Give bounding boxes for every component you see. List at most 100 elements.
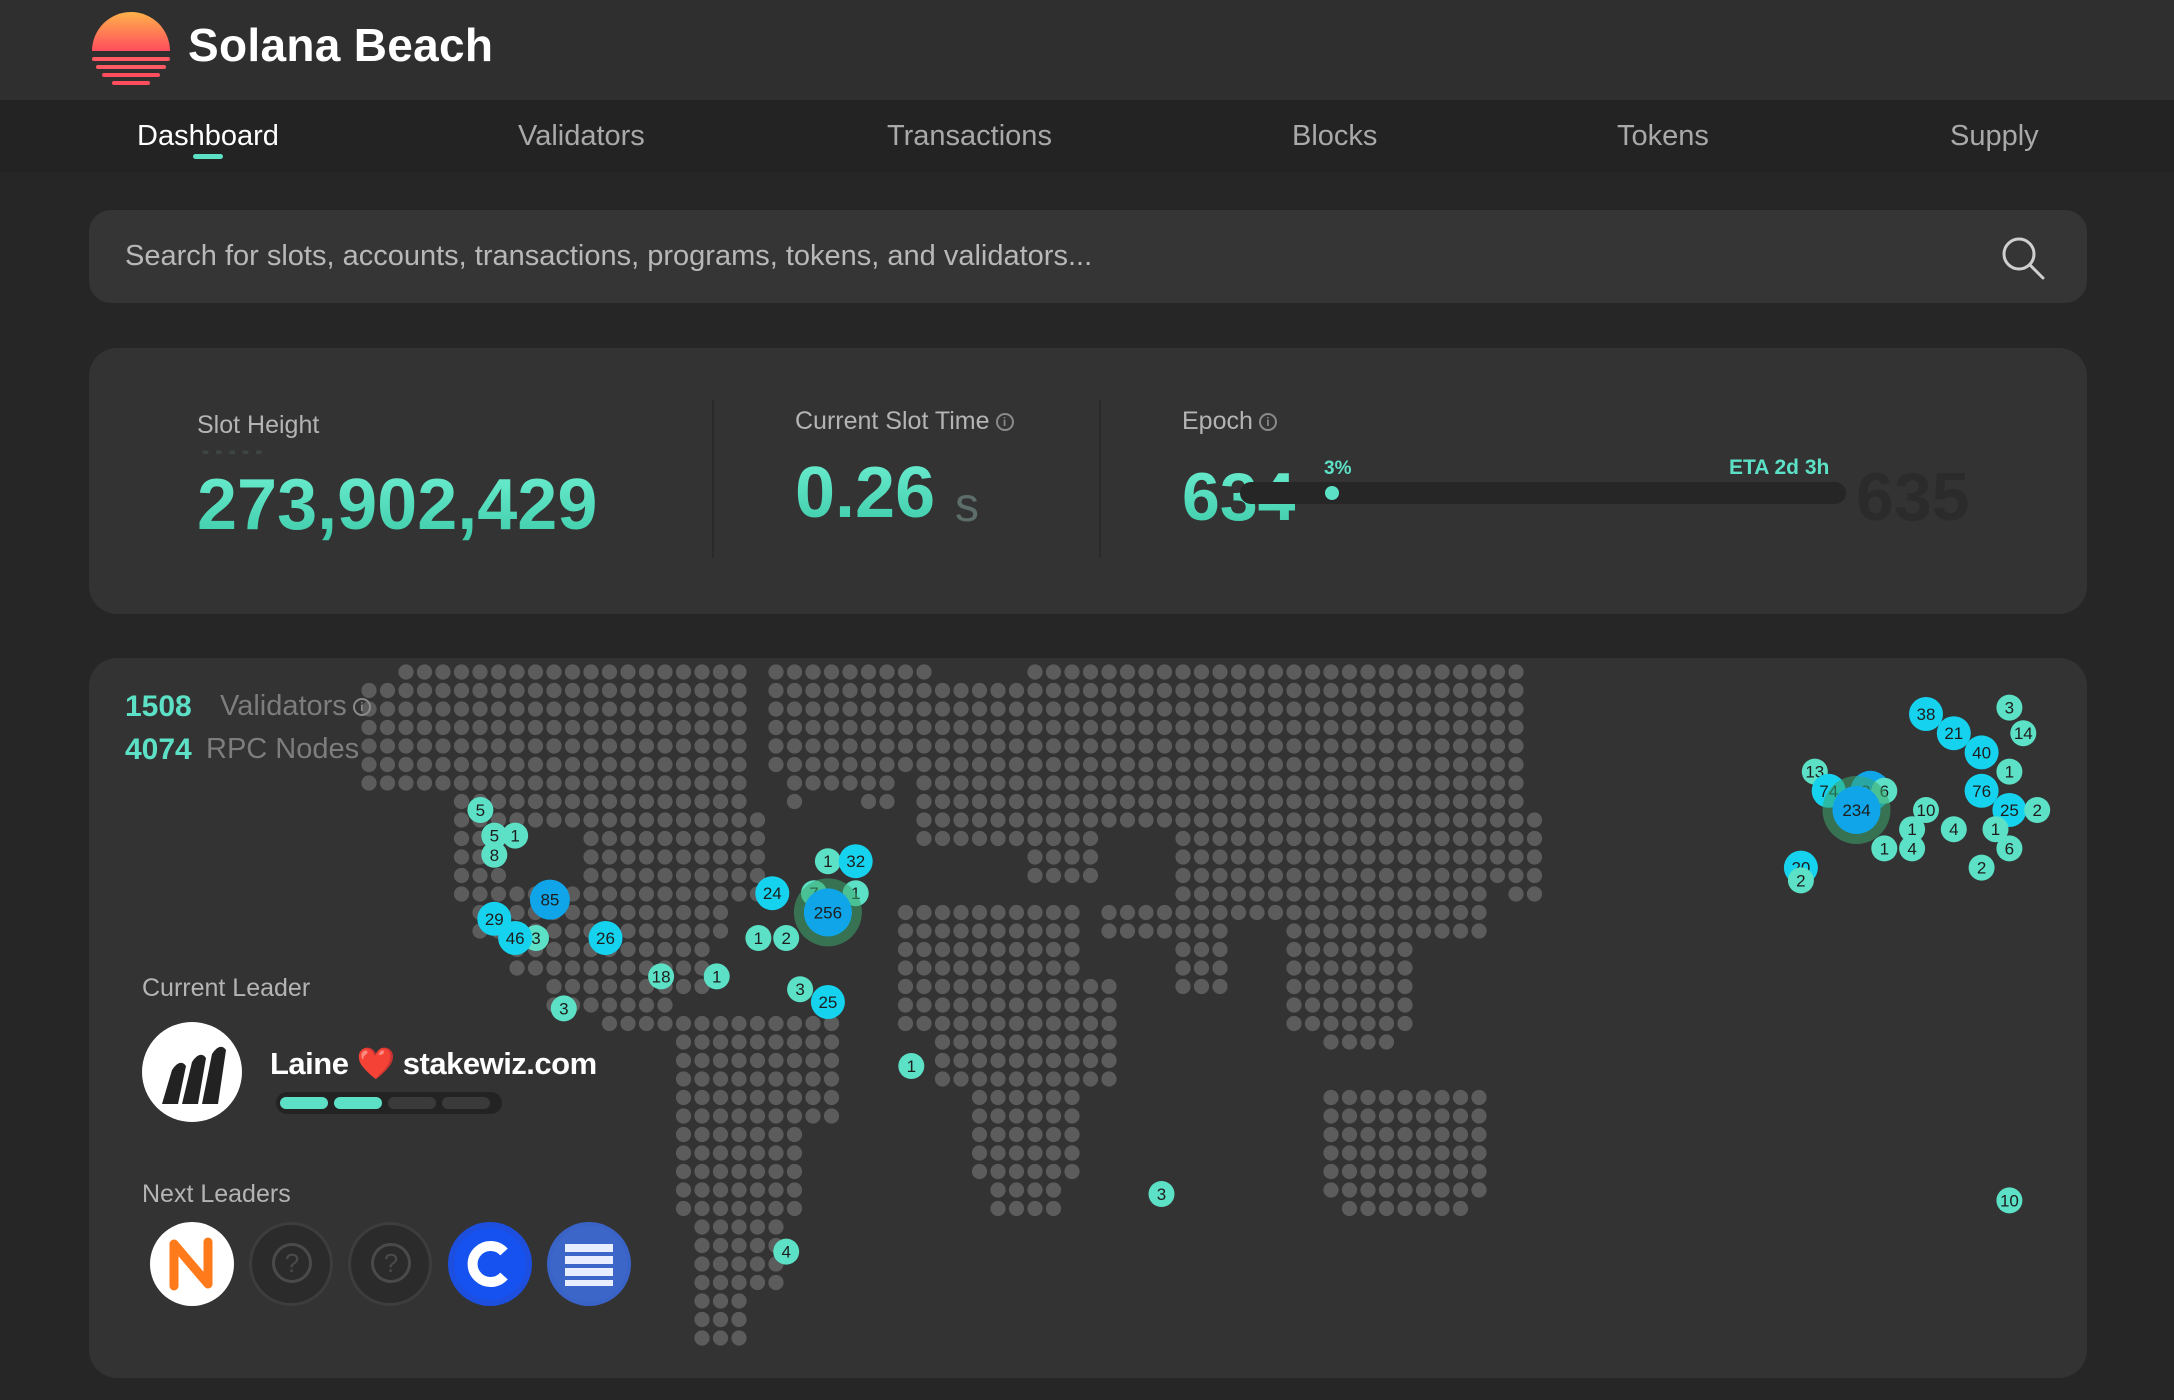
map-dot	[731, 886, 747, 902]
map-dot	[1452, 812, 1469, 828]
map-dot	[897, 664, 914, 680]
map-dot	[1286, 812, 1302, 828]
map-dot	[1323, 923, 1339, 939]
next-leader-avatar[interactable]	[150, 1222, 234, 1306]
solana-beach-logo[interactable]	[90, 11, 172, 89]
map-dot	[1397, 1145, 1413, 1161]
validator-cluster-marker[interactable]: 1	[745, 925, 772, 951]
validator-cluster-marker[interactable]: 38	[1909, 697, 1943, 731]
map-dot	[1286, 867, 1302, 884]
info-icon[interactable]: i	[1258, 413, 1277, 432]
map-dot	[1378, 830, 1395, 847]
map-dot	[1027, 1108, 1043, 1124]
search-input[interactable]	[125, 230, 2005, 282]
map-dot	[823, 1034, 840, 1050]
nav-transactions[interactable]: Transactions	[887, 120, 1052, 152]
validator-cluster-marker[interactable]: 1	[1899, 816, 1926, 843]
next-leader-avatar[interactable]	[547, 1222, 631, 1306]
validator-cluster-marker[interactable]: 25	[810, 985, 845, 1019]
map-dot	[1489, 701, 1506, 717]
map-dot	[1249, 812, 1265, 828]
validator-cluster-marker[interactable]: 1	[703, 963, 730, 990]
validator-cluster-marker[interactable]: 8	[481, 841, 508, 868]
next-leader-unknown[interactable]: ?	[249, 1222, 333, 1306]
map-dot	[1526, 830, 1543, 847]
validator-cluster-marker[interactable]: 3	[550, 995, 577, 1022]
map-dot	[1045, 1200, 1062, 1217]
validator-cluster-marker[interactable]: 1	[814, 848, 841, 875]
map-dot	[1341, 1182, 1358, 1198]
map-dot	[768, 1034, 784, 1050]
map-dot	[934, 1052, 951, 1069]
map-dot	[1082, 1071, 1099, 1087]
validator-cluster-marker[interactable]: 234	[1822, 776, 1891, 844]
validator-cluster-marker[interactable]: 5	[467, 797, 494, 823]
next-leader-unknown[interactable]: ?	[348, 1222, 432, 1306]
nav-dashboard[interactable]: Dashboard	[137, 120, 279, 152]
current-leader-name[interactable]: Laine ❤️ stakewiz.com	[270, 1046, 597, 1081]
validator-cluster-marker[interactable]: 2	[2024, 797, 2051, 823]
info-icon[interactable]: i	[352, 698, 371, 717]
nav-validators[interactable]: Validators	[518, 120, 645, 152]
validator-cluster-marker[interactable]: 3	[1148, 1181, 1175, 1207]
validator-cluster-marker[interactable]: 4	[1899, 835, 1926, 862]
next-leader-avatar[interactable]	[448, 1222, 532, 1306]
map-dot	[1341, 738, 1358, 754]
nav-tokens[interactable]: Tokens	[1617, 120, 1709, 152]
map-dot	[1304, 886, 1321, 902]
validator-cluster-marker[interactable]: 4	[1940, 816, 1967, 843]
validator-cluster-marker[interactable]: 14	[2010, 720, 2037, 747]
validator-cluster-marker[interactable]: 5	[481, 822, 508, 849]
map-dot	[675, 701, 692, 717]
brand-name[interactable]: Solana Beach	[188, 19, 494, 71]
map-dot	[638, 793, 655, 810]
validator-cluster-marker[interactable]: 4	[773, 1238, 800, 1265]
marker-count: 8	[490, 846, 499, 865]
validator-cluster-marker[interactable]: 6	[1996, 835, 2023, 862]
validator-cluster-marker[interactable]: 10	[1913, 797, 1939, 823]
map-dot	[731, 1108, 747, 1124]
current-leader-avatar[interactable]	[142, 1022, 242, 1122]
map-dot	[1175, 682, 1191, 699]
map-dot	[916, 812, 932, 828]
validator-cluster-marker[interactable]: 2	[1968, 854, 1995, 881]
map-dot	[916, 775, 932, 791]
map-dot	[1378, 1126, 1395, 1143]
validator-cluster-marker[interactable]: 1	[502, 822, 529, 849]
validator-cluster-marker[interactable]: 40	[1964, 735, 1999, 770]
validator-cluster-marker[interactable]: 21	[1936, 716, 1971, 751]
validator-cluster-marker[interactable]: 1	[1982, 816, 2009, 843]
validator-cluster-marker[interactable]: 2	[1787, 867, 1814, 894]
leader-slot-bar	[334, 1097, 382, 1109]
nav-blocks[interactable]: Blocks	[1292, 120, 1378, 152]
map-dot	[490, 886, 507, 902]
validator-cluster-marker[interactable]: 256	[793, 878, 862, 947]
search-icon[interactable]	[1999, 234, 2047, 282]
validator-cluster-marker[interactable]: 18	[648, 963, 675, 990]
map-dot	[1027, 1145, 1043, 1161]
map-dot	[1341, 1034, 1358, 1050]
validator-cluster-marker[interactable]: 10	[1996, 1187, 2023, 1214]
validator-cluster-marker[interactable]: 1	[898, 1053, 925, 1079]
map-dot	[1175, 756, 1191, 773]
map-dot	[712, 1219, 729, 1235]
map-dot	[897, 960, 914, 976]
validator-cluster-marker[interactable]: 3	[1996, 694, 2023, 721]
validator-cluster-marker[interactable]: 3	[787, 976, 814, 1003]
validator-cluster-marker[interactable]: 24	[755, 876, 790, 911]
nav-supply[interactable]: Supply	[1950, 120, 2039, 152]
validator-cluster-marker[interactable]: 32	[838, 844, 873, 879]
validator-cluster-marker[interactable]: 2	[773, 925, 800, 951]
map-dot	[712, 1052, 729, 1069]
validator-cluster-marker[interactable]: 1	[1996, 758, 2023, 785]
validator-cluster-marker[interactable]: 1	[1871, 835, 1898, 862]
validator-cluster-marker[interactable]: 76	[1964, 773, 1999, 808]
map-dot	[1156, 664, 1173, 680]
validator-cluster-marker[interactable]: 26	[588, 921, 623, 955]
map-dot	[601, 1015, 618, 1032]
marker-circle	[1148, 1181, 1175, 1207]
info-icon[interactable]: i	[995, 413, 1014, 432]
validator-cluster-marker[interactable]: 85	[529, 879, 570, 920]
map-dot	[564, 775, 581, 791]
validator-cluster-marker[interactable]: 46	[498, 921, 533, 955]
